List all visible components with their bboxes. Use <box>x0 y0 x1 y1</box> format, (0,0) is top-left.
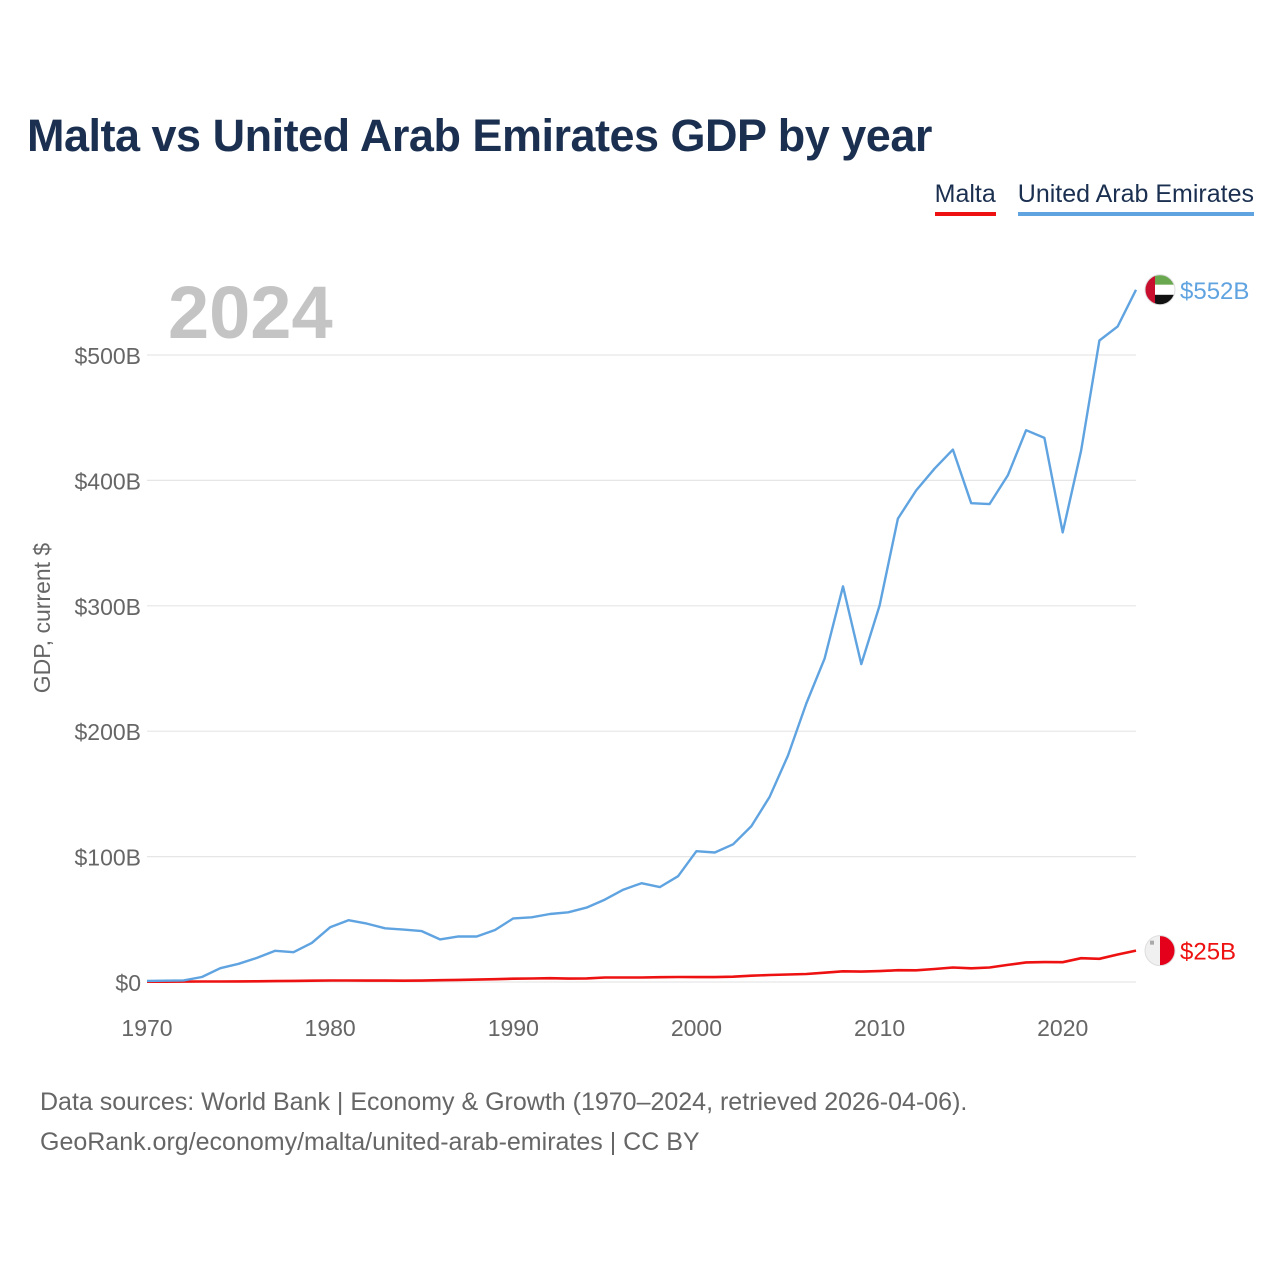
chart-title: Malta vs United Arab Emirates GDP by yea… <box>27 110 932 161</box>
legend: Malta United Arab Emirates <box>934 180 1254 216</box>
source-line-2: GeoRank.org/economy/malta/united-arab-em… <box>40 1128 700 1156</box>
y-tick-label: $100B <box>74 845 141 871</box>
series-line-malta <box>147 949 1137 984</box>
source-line-1: Data sources: World Bank | Economy & Gro… <box>40 1088 968 1116</box>
malta-end-label: $25B <box>1180 939 1236 966</box>
x-tick-label: 2020 <box>1037 1015 1088 1041</box>
x-tick-label: 2000 <box>671 1015 722 1041</box>
x-tick-label: 2010 <box>854 1015 905 1041</box>
y-tick-label: $500B <box>74 343 141 369</box>
united-arab-emirates-end-label: $552B <box>1180 278 1249 305</box>
year-watermark: 2024 <box>168 271 333 354</box>
y-tick-label: $200B <box>74 719 141 745</box>
y-tick-label: $300B <box>74 594 141 620</box>
x-tick-label: 1990 <box>488 1015 539 1041</box>
malta-flag-icon <box>1144 935 1176 967</box>
y-axis-title: GDP, current $ <box>29 543 55 694</box>
x-tick-label: 1980 <box>305 1015 356 1041</box>
x-tick-label: 1970 <box>121 1015 172 1041</box>
source-note: Data sources: World Bank | Economy & Gro… <box>40 1082 967 1162</box>
y-tick-label: $0 <box>115 970 141 996</box>
united-arab-emirates-flag-icon <box>1144 274 1176 306</box>
series-line-united-arab-emirates <box>146 289 1138 983</box>
y-tick-label: $400B <box>74 468 141 494</box>
legend-item-malta[interactable]: Malta <box>934 180 996 216</box>
legend-item-united-arab-emirates[interactable]: United Arab Emirates <box>1017 180 1254 216</box>
